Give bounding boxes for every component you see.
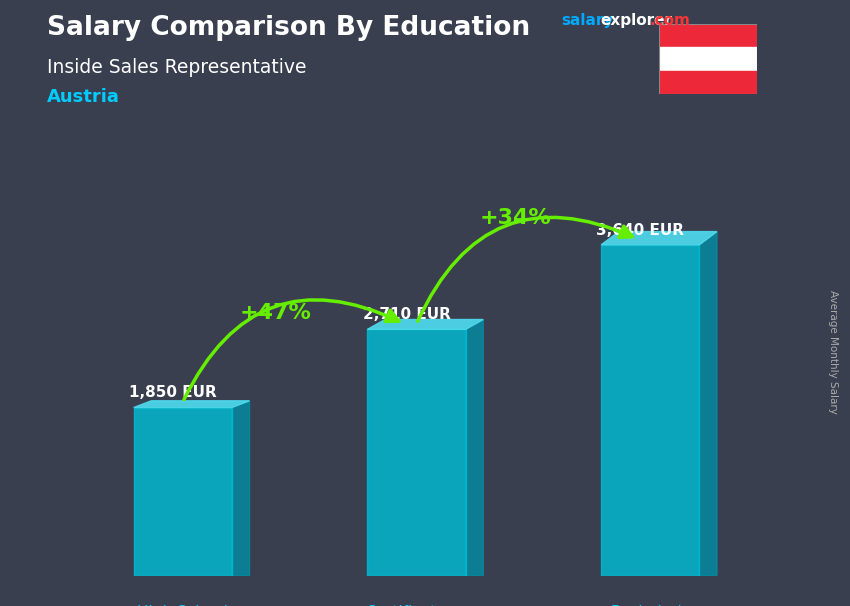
Text: Certificate or
Diploma: Certificate or Diploma (366, 605, 467, 606)
Polygon shape (466, 319, 484, 576)
Text: explorer: explorer (600, 13, 672, 28)
Polygon shape (601, 231, 717, 245)
Text: salary: salary (561, 13, 614, 28)
Polygon shape (700, 231, 717, 576)
Bar (367, 330, 466, 576)
Text: 1,850 EUR: 1,850 EUR (129, 385, 217, 400)
Text: Inside Sales Representative: Inside Sales Representative (47, 58, 306, 76)
Text: High School: High School (138, 605, 228, 606)
Text: Salary Comparison By Education: Salary Comparison By Education (47, 15, 530, 41)
Text: Bachelor's
Degree: Bachelor's Degree (610, 605, 690, 606)
Text: 2,710 EUR: 2,710 EUR (363, 307, 450, 322)
Polygon shape (367, 319, 484, 330)
Bar (659, 47, 756, 71)
Bar (601, 245, 700, 576)
Text: +47%: +47% (239, 303, 311, 323)
Text: Average Monthly Salary: Average Monthly Salary (828, 290, 838, 413)
Text: .com: .com (649, 13, 690, 28)
Bar (133, 407, 232, 576)
Polygon shape (232, 401, 250, 576)
Text: 3,640 EUR: 3,640 EUR (597, 222, 684, 238)
Polygon shape (133, 401, 250, 407)
Bar (659, 24, 756, 47)
Text: +34%: +34% (480, 208, 552, 228)
Text: Austria: Austria (47, 88, 120, 106)
Bar (659, 71, 756, 94)
